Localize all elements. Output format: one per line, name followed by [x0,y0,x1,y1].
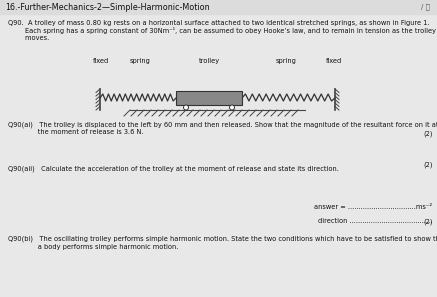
Text: the moment of release is 3.6 N.: the moment of release is 3.6 N. [8,129,143,135]
Bar [176,91,242,105]
Text: 16.-Further-Mechanics-2—Simple-Harmonic-Motion: 16.-Further-Mechanics-2—Simple-Harmonic-… [5,2,210,12]
Text: a body performs simple harmonic motion.: a body performs simple harmonic motion. [8,244,178,249]
Text: (2): (2) [423,130,433,137]
Text: spring: spring [276,58,297,64]
Text: spring: spring [129,58,150,64]
Text: Q90.  A trolley of mass 0.80 kg rests on a horizontal surface attached to two id: Q90. A trolley of mass 0.80 kg rests on … [8,20,430,26]
Text: Q90(aii)   Calculate the acceleration of the trolley at the moment of release an: Q90(aii) Calculate the acceleration of t… [8,165,339,171]
Text: fixed: fixed [326,58,342,64]
Text: Q90(ai)   The trolley is displaced to the left by 60 mm and then released. Show : Q90(ai) The trolley is displaced to the … [8,122,437,129]
Text: / ⓘ: / ⓘ [421,4,430,10]
Circle shape [229,105,235,110]
Text: answer = ................................ms⁻²: answer = ...............................… [314,204,432,210]
Text: fixed: fixed [93,58,109,64]
Text: Q90(bi)   The oscillating trolley performs simple harmonic motion. State the two: Q90(bi) The oscillating trolley performs… [8,236,437,242]
Text: moves.: moves. [8,35,49,41]
Text: direction .......................................: direction ..............................… [318,218,432,224]
Text: (2): (2) [423,219,433,225]
Bar [0,0,437,14]
Circle shape [184,105,188,110]
Text: Each spring has a spring constant of 30Nm⁻¹, can be assumed to obey Hooke’s law,: Each spring has a spring constant of 30N… [8,28,436,34]
Text: (2): (2) [423,162,433,168]
Text: trolley: trolley [198,58,219,64]
